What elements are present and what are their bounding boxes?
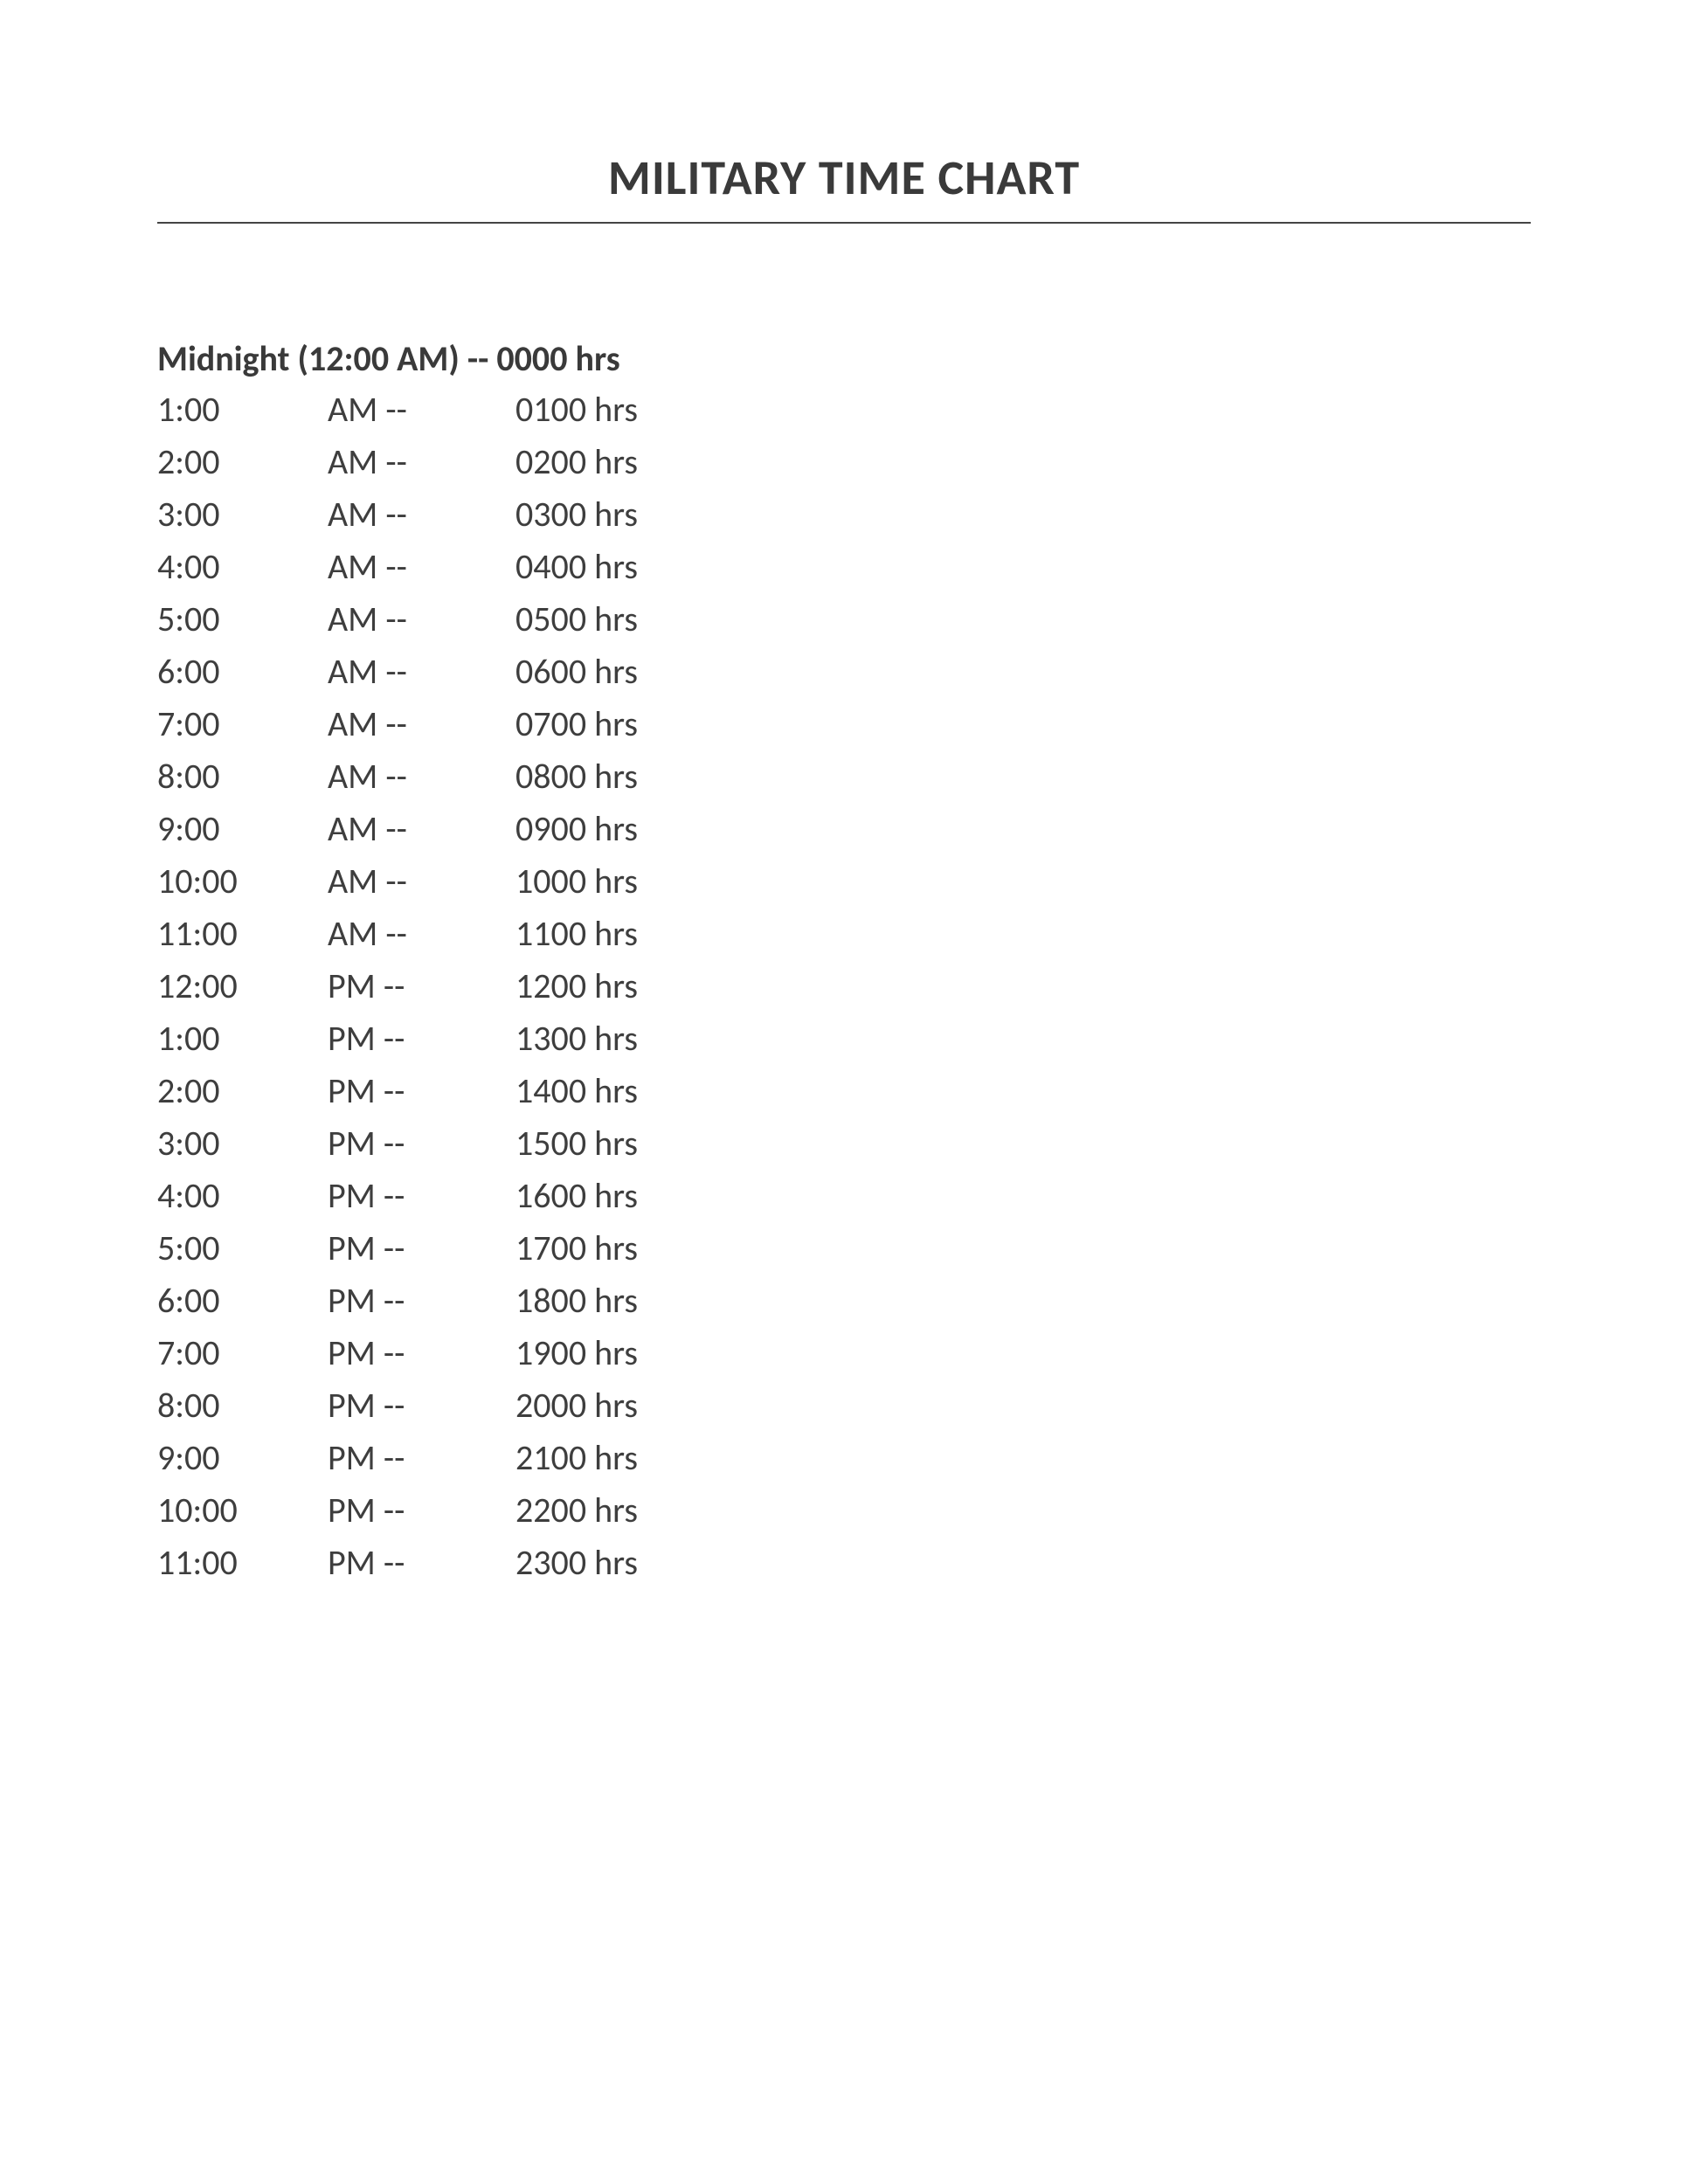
military-time: 0100 hrs	[515, 384, 1531, 436]
time-row: 10:00AM --1000 hrs	[157, 855, 1531, 908]
standard-time: 10:00	[157, 1484, 328, 1537]
standard-time: 12:00	[157, 960, 328, 1013]
period-separator: PM --	[328, 1484, 515, 1537]
period-separator: PM --	[328, 1432, 515, 1484]
military-time: 0800 hrs	[515, 750, 1531, 803]
military-time: 2000 hrs	[515, 1379, 1531, 1432]
period-separator: AM --	[328, 436, 515, 488]
time-row: 12:00PM --1200 hrs	[157, 960, 1531, 1013]
time-row: 8:00AM --0800 hrs	[157, 750, 1531, 803]
military-time: 1700 hrs	[515, 1222, 1531, 1275]
standard-time: 8:00	[157, 750, 328, 803]
military-time: 1000 hrs	[515, 855, 1531, 908]
military-time: 0300 hrs	[515, 488, 1531, 541]
standard-time: 5:00	[157, 1222, 328, 1275]
time-row: 10:00PM --2200 hrs	[157, 1484, 1531, 1537]
military-time: 1600 hrs	[515, 1170, 1531, 1222]
time-row: 11:00AM --1100 hrs	[157, 908, 1531, 960]
time-row: 11:00PM --2300 hrs	[157, 1537, 1531, 1589]
military-time: 0500 hrs	[515, 593, 1531, 646]
military-time: 1500 hrs	[515, 1117, 1531, 1170]
military-time: 0900 hrs	[515, 803, 1531, 855]
standard-time: 4:00	[157, 1170, 328, 1222]
standard-time: 3:00	[157, 488, 328, 541]
standard-time: 3:00	[157, 1117, 328, 1170]
standard-time: 2:00	[157, 436, 328, 488]
standard-time: 8:00	[157, 1379, 328, 1432]
period-separator: PM --	[328, 1275, 515, 1327]
period-separator: AM --	[328, 593, 515, 646]
document-page: MILITARY TIME CHART Midnight (12:00 AM) …	[0, 0, 1688, 1589]
period-separator: PM --	[328, 1013, 515, 1065]
period-separator: AM --	[328, 803, 515, 855]
period-separator: PM --	[328, 1537, 515, 1589]
standard-time: 5:00	[157, 593, 328, 646]
time-row: 3:00AM --0300 hrs	[157, 488, 1531, 541]
period-separator: PM --	[328, 1170, 515, 1222]
period-separator: AM --	[328, 908, 515, 960]
standard-time: 7:00	[157, 1327, 328, 1379]
period-separator: AM --	[328, 750, 515, 803]
time-conversion-table: 1:00AM --0100 hrs2:00AM --0200 hrs3:00AM…	[157, 384, 1531, 1589]
time-row: 6:00AM --0600 hrs	[157, 646, 1531, 698]
standard-time: 6:00	[157, 1275, 328, 1327]
period-separator: PM --	[328, 1065, 515, 1117]
military-time: 2300 hrs	[515, 1537, 1531, 1589]
military-time: 0200 hrs	[515, 436, 1531, 488]
midnight-header-line: Midnight (12:00 AM) -- 0000 hrs	[157, 337, 1531, 380]
standard-time: 7:00	[157, 698, 328, 750]
time-row: 1:00PM --1300 hrs	[157, 1013, 1531, 1065]
period-separator: PM --	[328, 1117, 515, 1170]
time-row: 9:00AM --0900 hrs	[157, 803, 1531, 855]
standard-time: 4:00	[157, 541, 328, 593]
period-separator: AM --	[328, 384, 515, 436]
standard-time: 9:00	[157, 803, 328, 855]
period-separator: PM --	[328, 1222, 515, 1275]
time-row: 4:00PM --1600 hrs	[157, 1170, 1531, 1222]
period-separator: AM --	[328, 488, 515, 541]
time-row: 3:00PM --1500 hrs	[157, 1117, 1531, 1170]
standard-time: 2:00	[157, 1065, 328, 1117]
military-time: 1900 hrs	[515, 1327, 1531, 1379]
period-separator: PM --	[328, 960, 515, 1013]
military-time: 1400 hrs	[515, 1065, 1531, 1117]
period-separator: AM --	[328, 855, 515, 908]
page-title: MILITARY TIME CHART	[157, 149, 1531, 208]
period-separator: AM --	[328, 646, 515, 698]
time-row: 8:00PM --2000 hrs	[157, 1379, 1531, 1432]
time-row: 5:00PM --1700 hrs	[157, 1222, 1531, 1275]
military-time: 1800 hrs	[515, 1275, 1531, 1327]
time-row: 5:00AM --0500 hrs	[157, 593, 1531, 646]
period-separator: PM --	[328, 1327, 515, 1379]
time-row: 9:00PM --2100 hrs	[157, 1432, 1531, 1484]
standard-time: 11:00	[157, 908, 328, 960]
standard-time: 9:00	[157, 1432, 328, 1484]
standard-time: 11:00	[157, 1537, 328, 1589]
time-row: 1:00AM --0100 hrs	[157, 384, 1531, 436]
time-row: 2:00AM --0200 hrs	[157, 436, 1531, 488]
time-row: 2:00PM --1400 hrs	[157, 1065, 1531, 1117]
period-separator: AM --	[328, 698, 515, 750]
standard-time: 1:00	[157, 384, 328, 436]
military-time: 2200 hrs	[515, 1484, 1531, 1537]
standard-time: 1:00	[157, 1013, 328, 1065]
standard-time: 10:00	[157, 855, 328, 908]
military-time: 1100 hrs	[515, 908, 1531, 960]
title-section: MILITARY TIME CHART	[157, 149, 1531, 224]
military-time: 0400 hrs	[515, 541, 1531, 593]
time-row: 4:00AM --0400 hrs	[157, 541, 1531, 593]
period-separator: AM --	[328, 541, 515, 593]
military-time: 2100 hrs	[515, 1432, 1531, 1484]
military-time: 0600 hrs	[515, 646, 1531, 698]
time-row: 6:00PM --1800 hrs	[157, 1275, 1531, 1327]
military-time: 1300 hrs	[515, 1013, 1531, 1065]
period-separator: PM --	[328, 1379, 515, 1432]
time-row: 7:00PM --1900 hrs	[157, 1327, 1531, 1379]
time-row: 7:00AM --0700 hrs	[157, 698, 1531, 750]
standard-time: 6:00	[157, 646, 328, 698]
military-time: 1200 hrs	[515, 960, 1531, 1013]
military-time: 0700 hrs	[515, 698, 1531, 750]
